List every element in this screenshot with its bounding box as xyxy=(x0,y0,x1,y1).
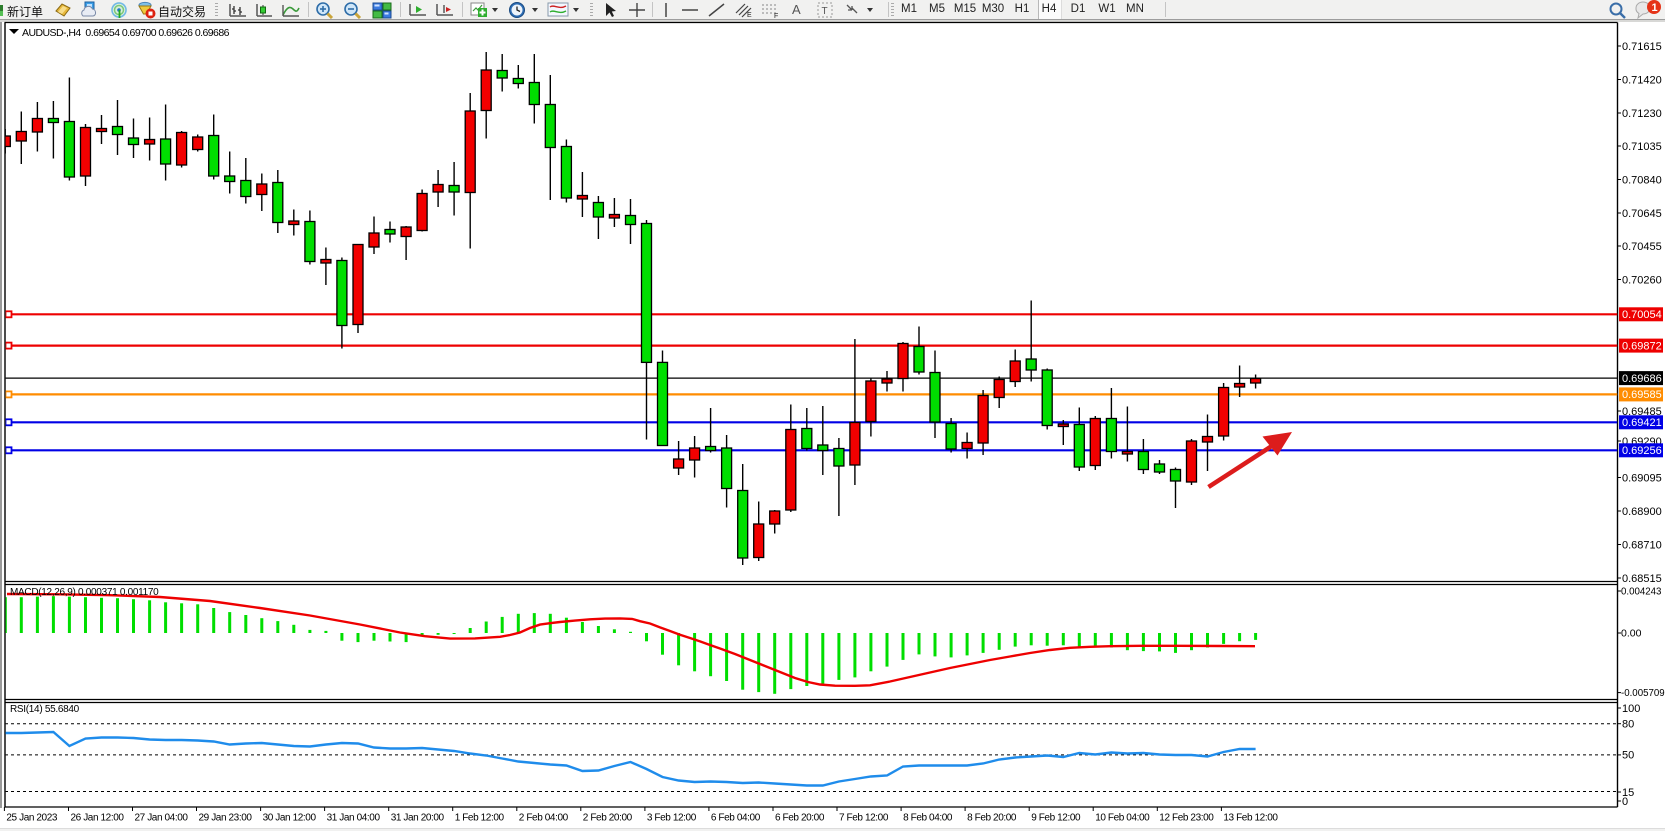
svg-text:0.69686: 0.69686 xyxy=(1622,373,1662,385)
svg-text:0.70645: 0.70645 xyxy=(1622,208,1662,220)
svg-text:6 Feb 04:00: 6 Feb 04:00 xyxy=(711,813,761,824)
svg-text:RSI(14) 55.6840: RSI(14) 55.6840 xyxy=(10,704,80,715)
svg-text:0.70054: 0.70054 xyxy=(1622,309,1662,321)
svg-text:8 Feb 20:00: 8 Feb 20:00 xyxy=(967,813,1017,824)
svg-text:MACD(12,26,9) 0.000371 0.00117: MACD(12,26,9) 0.000371 0.001170 xyxy=(10,587,159,598)
svg-text:0.70260: 0.70260 xyxy=(1622,274,1662,286)
svg-text:80: 80 xyxy=(1622,719,1634,731)
svg-text:T: T xyxy=(822,6,828,17)
svg-text:13 Feb 12:00: 13 Feb 12:00 xyxy=(1223,813,1278,824)
svg-text:8 Feb 04:00: 8 Feb 04:00 xyxy=(903,813,953,824)
svg-text:100: 100 xyxy=(1622,703,1640,715)
svg-text:0.70840: 0.70840 xyxy=(1622,174,1662,186)
svg-text:0.69256: 0.69256 xyxy=(1622,445,1662,457)
svg-text:2 Feb 04:00: 2 Feb 04:00 xyxy=(519,813,569,824)
svg-text:27 Jan 04:00: 27 Jan 04:00 xyxy=(135,813,189,824)
svg-text:0.69421: 0.69421 xyxy=(1622,417,1662,429)
svg-text:0.71230: 0.71230 xyxy=(1622,108,1662,120)
svg-text:0.71035: 0.71035 xyxy=(1622,141,1662,153)
svg-text:30 Jan 12:00: 30 Jan 12:00 xyxy=(263,813,317,824)
svg-text:9 Feb 12:00: 9 Feb 12:00 xyxy=(1031,813,1081,824)
svg-text:0.70455: 0.70455 xyxy=(1622,241,1662,253)
svg-text:0.00: 0.00 xyxy=(1621,628,1642,640)
svg-text:31 Jan 04:00: 31 Jan 04:00 xyxy=(327,813,381,824)
svg-text:6 Feb 20:00: 6 Feb 20:00 xyxy=(775,813,825,824)
svg-text:0.69585: 0.69585 xyxy=(1622,389,1662,401)
svg-text:10 Feb 04:00: 10 Feb 04:00 xyxy=(1095,813,1150,824)
svg-text:0.68710: 0.68710 xyxy=(1622,539,1662,551)
svg-text:15: 15 xyxy=(1622,787,1634,799)
svg-text:50: 50 xyxy=(1622,750,1634,762)
svg-text:0.71615: 0.71615 xyxy=(1622,41,1662,53)
svg-text:31 Jan 20:00: 31 Jan 20:00 xyxy=(391,813,445,824)
svg-text:0.69872: 0.69872 xyxy=(1622,340,1662,352)
svg-text:0: 0 xyxy=(1622,796,1628,808)
svg-text:0.68515: 0.68515 xyxy=(1622,573,1662,585)
svg-text:25 Jan 2023: 25 Jan 2023 xyxy=(6,813,57,824)
svg-text:-0.005709: -0.005709 xyxy=(1621,688,1665,699)
svg-text:2 Feb 20:00: 2 Feb 20:00 xyxy=(583,813,633,824)
svg-text:0.69095: 0.69095 xyxy=(1622,472,1662,484)
svg-text:12 Feb 23:00: 12 Feb 23:00 xyxy=(1159,813,1214,824)
svg-text:AUDUSD-,H4 0.69654 0.69700 0.: AUDUSD-,H4 0.69654 0.69700 0.69626 0.696… xyxy=(22,27,230,39)
svg-text:F: F xyxy=(774,13,778,19)
svg-text:7 Feb 12:00: 7 Feb 12:00 xyxy=(839,813,889,824)
svg-text:26 Jan 12:00: 26 Jan 12:00 xyxy=(71,813,125,824)
svg-text:0.69485: 0.69485 xyxy=(1622,406,1662,418)
svg-text:3 Feb 12:00: 3 Feb 12:00 xyxy=(647,813,697,824)
svg-text:E: E xyxy=(747,12,752,19)
svg-text:0.71420: 0.71420 xyxy=(1622,74,1662,86)
svg-text:0.68900: 0.68900 xyxy=(1622,506,1662,518)
svg-text:1 Feb 12:00: 1 Feb 12:00 xyxy=(455,813,505,824)
svg-text:0.004243: 0.004243 xyxy=(1621,587,1661,598)
svg-text:29 Jan 23:00: 29 Jan 23:00 xyxy=(199,813,253,824)
svg-text:1: 1 xyxy=(1652,2,1658,14)
